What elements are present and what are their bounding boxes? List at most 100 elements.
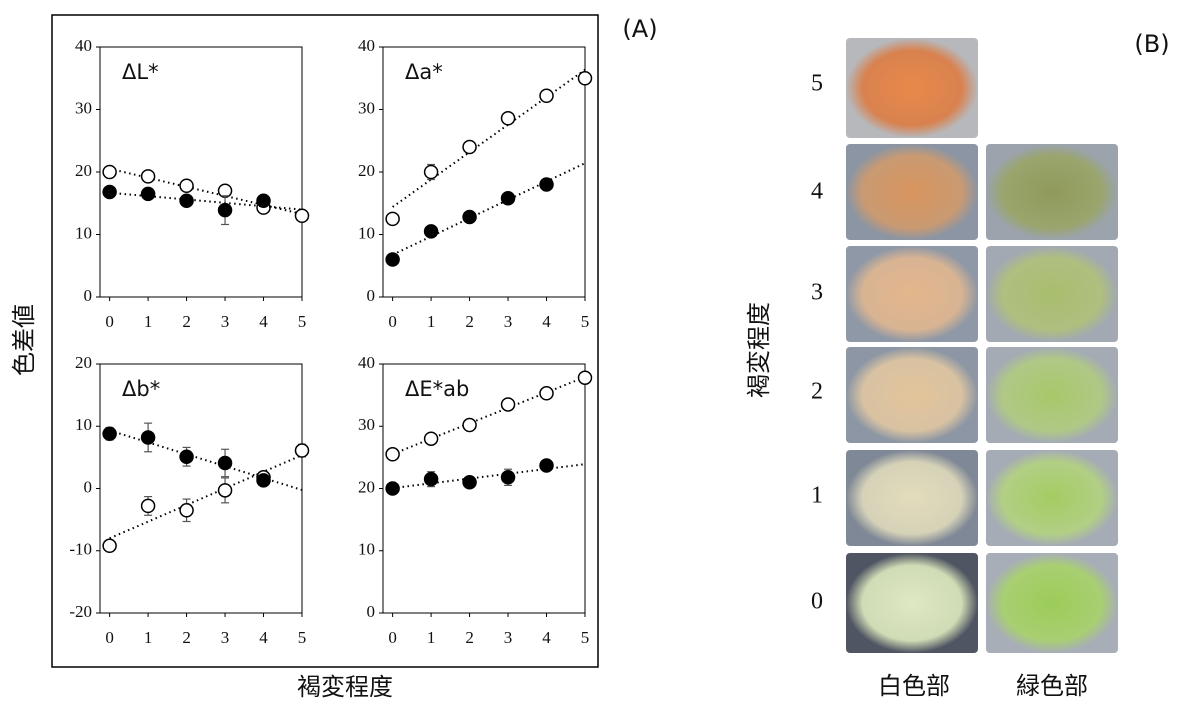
point [502,112,515,125]
trend-line [393,163,585,255]
y-tick-label: 30 [358,98,375,117]
row-label: 3 [811,280,823,306]
trend-line [110,430,302,489]
point [257,194,270,207]
row-label: 5 [811,71,823,97]
x-tick-label: 1 [144,628,153,647]
point [142,170,155,183]
y-tick-label: 10 [358,223,375,242]
y-tick-label: 10 [75,415,92,434]
point [540,387,553,400]
panel-label: (B) [1134,30,1169,58]
photo [846,38,978,138]
y-tick-label: 20 [75,353,92,372]
subplot-title: ΔL* [122,60,159,84]
x-tick-label: 1 [144,312,153,331]
point [142,187,155,200]
point [296,209,309,222]
plot-area [100,47,302,297]
x-tick-label: 1 [427,312,436,331]
point [386,253,399,266]
point [180,194,193,207]
point [219,204,232,217]
point [386,212,399,225]
x-tick-label: 0 [105,312,114,331]
point [540,89,553,102]
photo [986,246,1118,342]
x-tick-label: 3 [221,628,230,647]
x-tick-label: 0 [388,312,397,331]
photo [986,553,1118,653]
point [425,473,438,486]
y-tick-label: 30 [358,415,375,434]
point [579,371,592,384]
point [257,474,270,487]
x-tick-label: 3 [221,312,230,331]
point [502,398,515,411]
plot-area [100,364,302,613]
x-tick-label: 5 [581,312,590,331]
point [386,448,399,461]
point [463,419,476,432]
y-axis-label: 色差値 [10,304,38,376]
point [103,166,116,179]
point [219,484,232,497]
x-tick-label: 5 [298,628,307,647]
panel-a-frame [52,15,598,667]
y-tick-label: 40 [75,36,92,55]
point [463,141,476,154]
point [425,432,438,445]
photo [846,450,978,546]
point [579,72,592,85]
row-label: 2 [811,379,823,405]
x-tick-label: 0 [105,628,114,647]
x-tick-label: 0 [388,628,397,647]
figure: (A) 色差値 褐変程度 (B) 褐変程度 白色部 緑色部 5 4 3 2 1 … [0,0,1185,702]
photo [846,553,978,653]
y-tick-label: 0 [367,602,376,621]
point [180,179,193,192]
x-tick-label: 1 [427,628,436,647]
x-tick-label: 5 [581,628,590,647]
row-label: 0 [811,589,823,615]
subplot-title: Δa* [405,60,443,84]
photo [986,450,1118,546]
x-tick-label: 2 [182,312,191,331]
row-label: 4 [811,179,823,205]
point [296,444,309,457]
point [540,178,553,191]
photo [986,347,1118,443]
y-tick-label: 10 [358,540,375,559]
photos [846,38,1118,653]
trend-line [110,193,302,210]
y-tick-label: 0 [367,286,376,305]
y-tick-label: 40 [358,353,375,372]
point [425,225,438,238]
x-tick-label: 3 [504,312,513,331]
y-tick-label: 0 [84,286,93,305]
photo [986,144,1118,240]
y-tick-label: 30 [75,98,92,117]
subplot-title: ΔE*ab [405,377,469,401]
plot-area [383,364,585,613]
x-tick-label: 2 [465,312,474,331]
x-tick-label: 3 [504,628,513,647]
x-axis-label: 褐変程度 [297,673,393,701]
y-tick-label: 40 [358,36,375,55]
row-label: 1 [811,483,823,509]
subplot-title: Δb* [122,377,160,401]
y-tick-label: -20 [69,602,92,621]
y-axis-label: 褐変程度 [745,302,773,398]
plot-area [383,47,585,297]
trend-line [110,169,302,214]
point [463,476,476,489]
x-tick-label: 5 [298,312,307,331]
y-tick-label: 20 [358,477,375,496]
x-tick-label: 2 [465,628,474,647]
y-tick-label: 0 [84,477,93,496]
point [180,450,193,463]
